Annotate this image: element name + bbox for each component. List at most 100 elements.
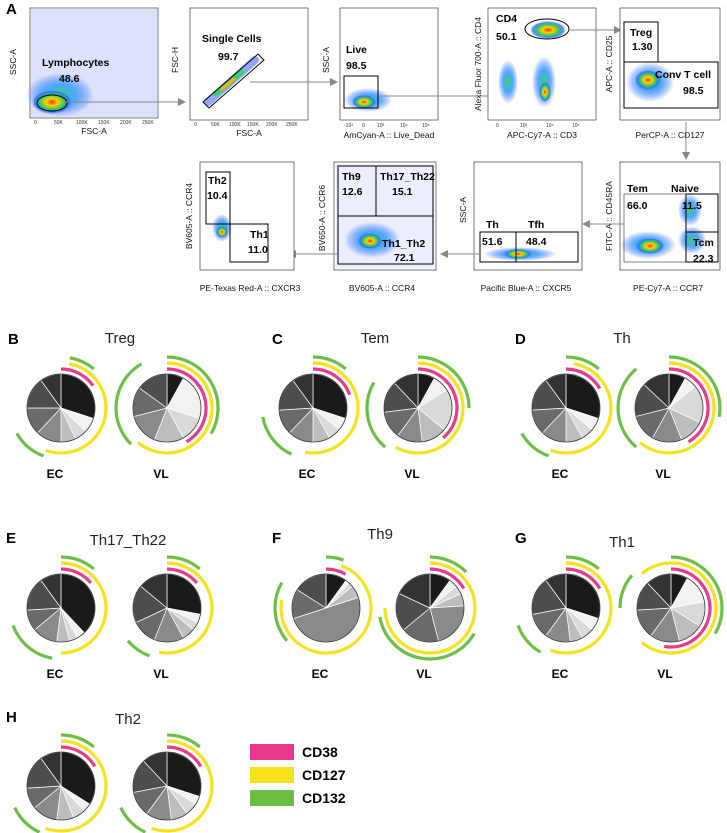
x-axis-label: APC-Cy7-A :: CD3 [507,130,577,140]
flow-plot-treg: Treg 1.30 Conv T cell 98.5 APC-A :: CD25… [604,7,721,160]
marker-arc-cd132 [261,416,293,456]
marker-arc-cd132 [114,362,143,446]
group-label: EC [47,467,64,481]
marker-arc-cd127 [550,362,613,455]
arrow-head [178,98,186,106]
spice-title: Th2 [115,711,141,728]
x-axis-label: FSC-A [81,126,107,136]
pie-th-ec [520,355,613,458]
marker-arc-cd132 [166,355,220,435]
marker-arc-cd38 [60,567,93,585]
legend-label-cd38: CD38 [302,744,338,760]
flow-plot-lymphocytes: Lymphocytes 48.6 SSC-A FSC-A 0 50K 100K … [8,7,186,136]
marker-arc-cd127 [137,361,214,455]
x-tick: 10⁴ [546,123,554,129]
marker-arc-cd132 [325,555,344,562]
pie-th9-vl [378,555,477,661]
pie-th9-ec [273,555,373,655]
pie-outline [26,373,96,443]
panel-letter: H [6,709,17,726]
gate-name: Th [486,219,499,231]
x-axis-label: BV605-A :: CCR4 [349,283,415,293]
marker-arc-cd132 [15,432,45,458]
marker-arc-cd132 [273,581,289,642]
panel-letter: G [515,530,527,547]
panel-letter: F [272,530,281,547]
y-axis-label: SSC-A [8,49,18,75]
gate-name: Th17_Th22 [380,171,435,183]
marker-arc-cd132 [126,639,151,658]
legend-swatch-cd127 [250,767,294,783]
legend-label-cd132: CD132 [302,790,346,806]
marker-arc-cd132 [69,356,95,371]
marker-arc-cd38 [60,367,95,387]
pie-th1-vl [618,555,724,655]
x-tick: 250K [142,120,154,126]
y-axis-label: SSC-A [458,197,468,223]
pie-th-vl [616,355,722,455]
marker-arc-cd127 [641,561,718,655]
gate-name: Lymphocytes [42,57,109,69]
marker-arc-cd132 [312,355,347,371]
y-axis-label: APC-A :: CD25 [604,35,614,92]
pie-treg-ec [15,356,108,458]
arrow-head [440,250,448,258]
marker-arc-cd132 [670,555,724,635]
gate-value: 98.5 [683,85,704,97]
gate-name: Tem [627,183,648,195]
gate-value: 50.1 [496,31,517,43]
arrow-head [582,220,590,228]
x-tick: 10³ [377,123,385,129]
gate-name: Th1_Th2 [382,238,425,250]
marker-arc-cd38 [565,367,602,390]
marker-arc-cd132 [668,355,722,418]
spice-title: Th17_Th22 [90,532,167,549]
panel-letter-a: A [6,1,17,18]
arrow-head [614,26,622,34]
gate-value: 15.1 [392,186,413,198]
flow-plot-live: Live 98.5 SSC-A AmCyan-A :: Live_Dead -1… [321,7,490,140]
x-tick: 0 [362,123,365,129]
x-tick: 200K [266,122,278,128]
pie-outline [395,573,465,643]
marker-arc-cd132 [166,733,201,749]
group-label: EC [312,667,329,681]
group-label: VL [655,467,670,481]
pie-outline [132,751,202,821]
gate-value: 11.0 [248,244,268,256]
group-label: VL [416,667,431,681]
pie-outline [132,373,202,443]
pie-outline [132,573,202,643]
x-tick: 100K [229,122,241,128]
marker-arc-cd127 [279,564,373,655]
marker-arc-cd132 [417,355,471,409]
pie-th17_th22-vl [126,555,214,658]
gate-name: Th2 [208,175,227,187]
pie-outline [26,573,96,643]
marker-arc-cd132 [616,367,638,449]
x-axis-label: FSC-A [236,128,262,138]
x-ticks: -10³ 0 10³ 10⁴ 10⁵ [344,123,430,129]
x-tick: 10³ [520,123,528,129]
x-tick: 150K [98,120,110,126]
gate-value: 98.5 [346,60,367,72]
marker-arc-cd132 [429,555,468,574]
marker-arc-cd38 [565,567,602,590]
gate-value: 1.30 [632,41,653,53]
gate-value: 51.6 [482,236,503,248]
legend-label-cd127: CD127 [302,767,346,783]
flow-plot-single-cells: Single Cells 99.7 FSC-H FSC-A 0 50K 100K… [170,7,338,138]
marker-arc-cd127 [158,561,214,655]
pie-tem-ec [261,355,360,456]
x-tick: 50K [211,122,221,128]
x-axis-label: PerCP-A :: CD127 [636,130,705,140]
gate-name: CD4 [496,13,517,25]
marker-arc-cd132 [166,555,201,571]
spice-title: Tem [361,330,389,347]
panel-letter: E [6,530,16,547]
flow-plot-cd4: CD4 50.1 Alexa Fluor 700-A :: CD4 APC-Cy… [473,7,622,140]
gate-value: 72.1 [394,252,415,264]
pie-outline [383,373,453,443]
x-axis-label: PE-Texas Red-A :: CXCR3 [200,283,301,293]
